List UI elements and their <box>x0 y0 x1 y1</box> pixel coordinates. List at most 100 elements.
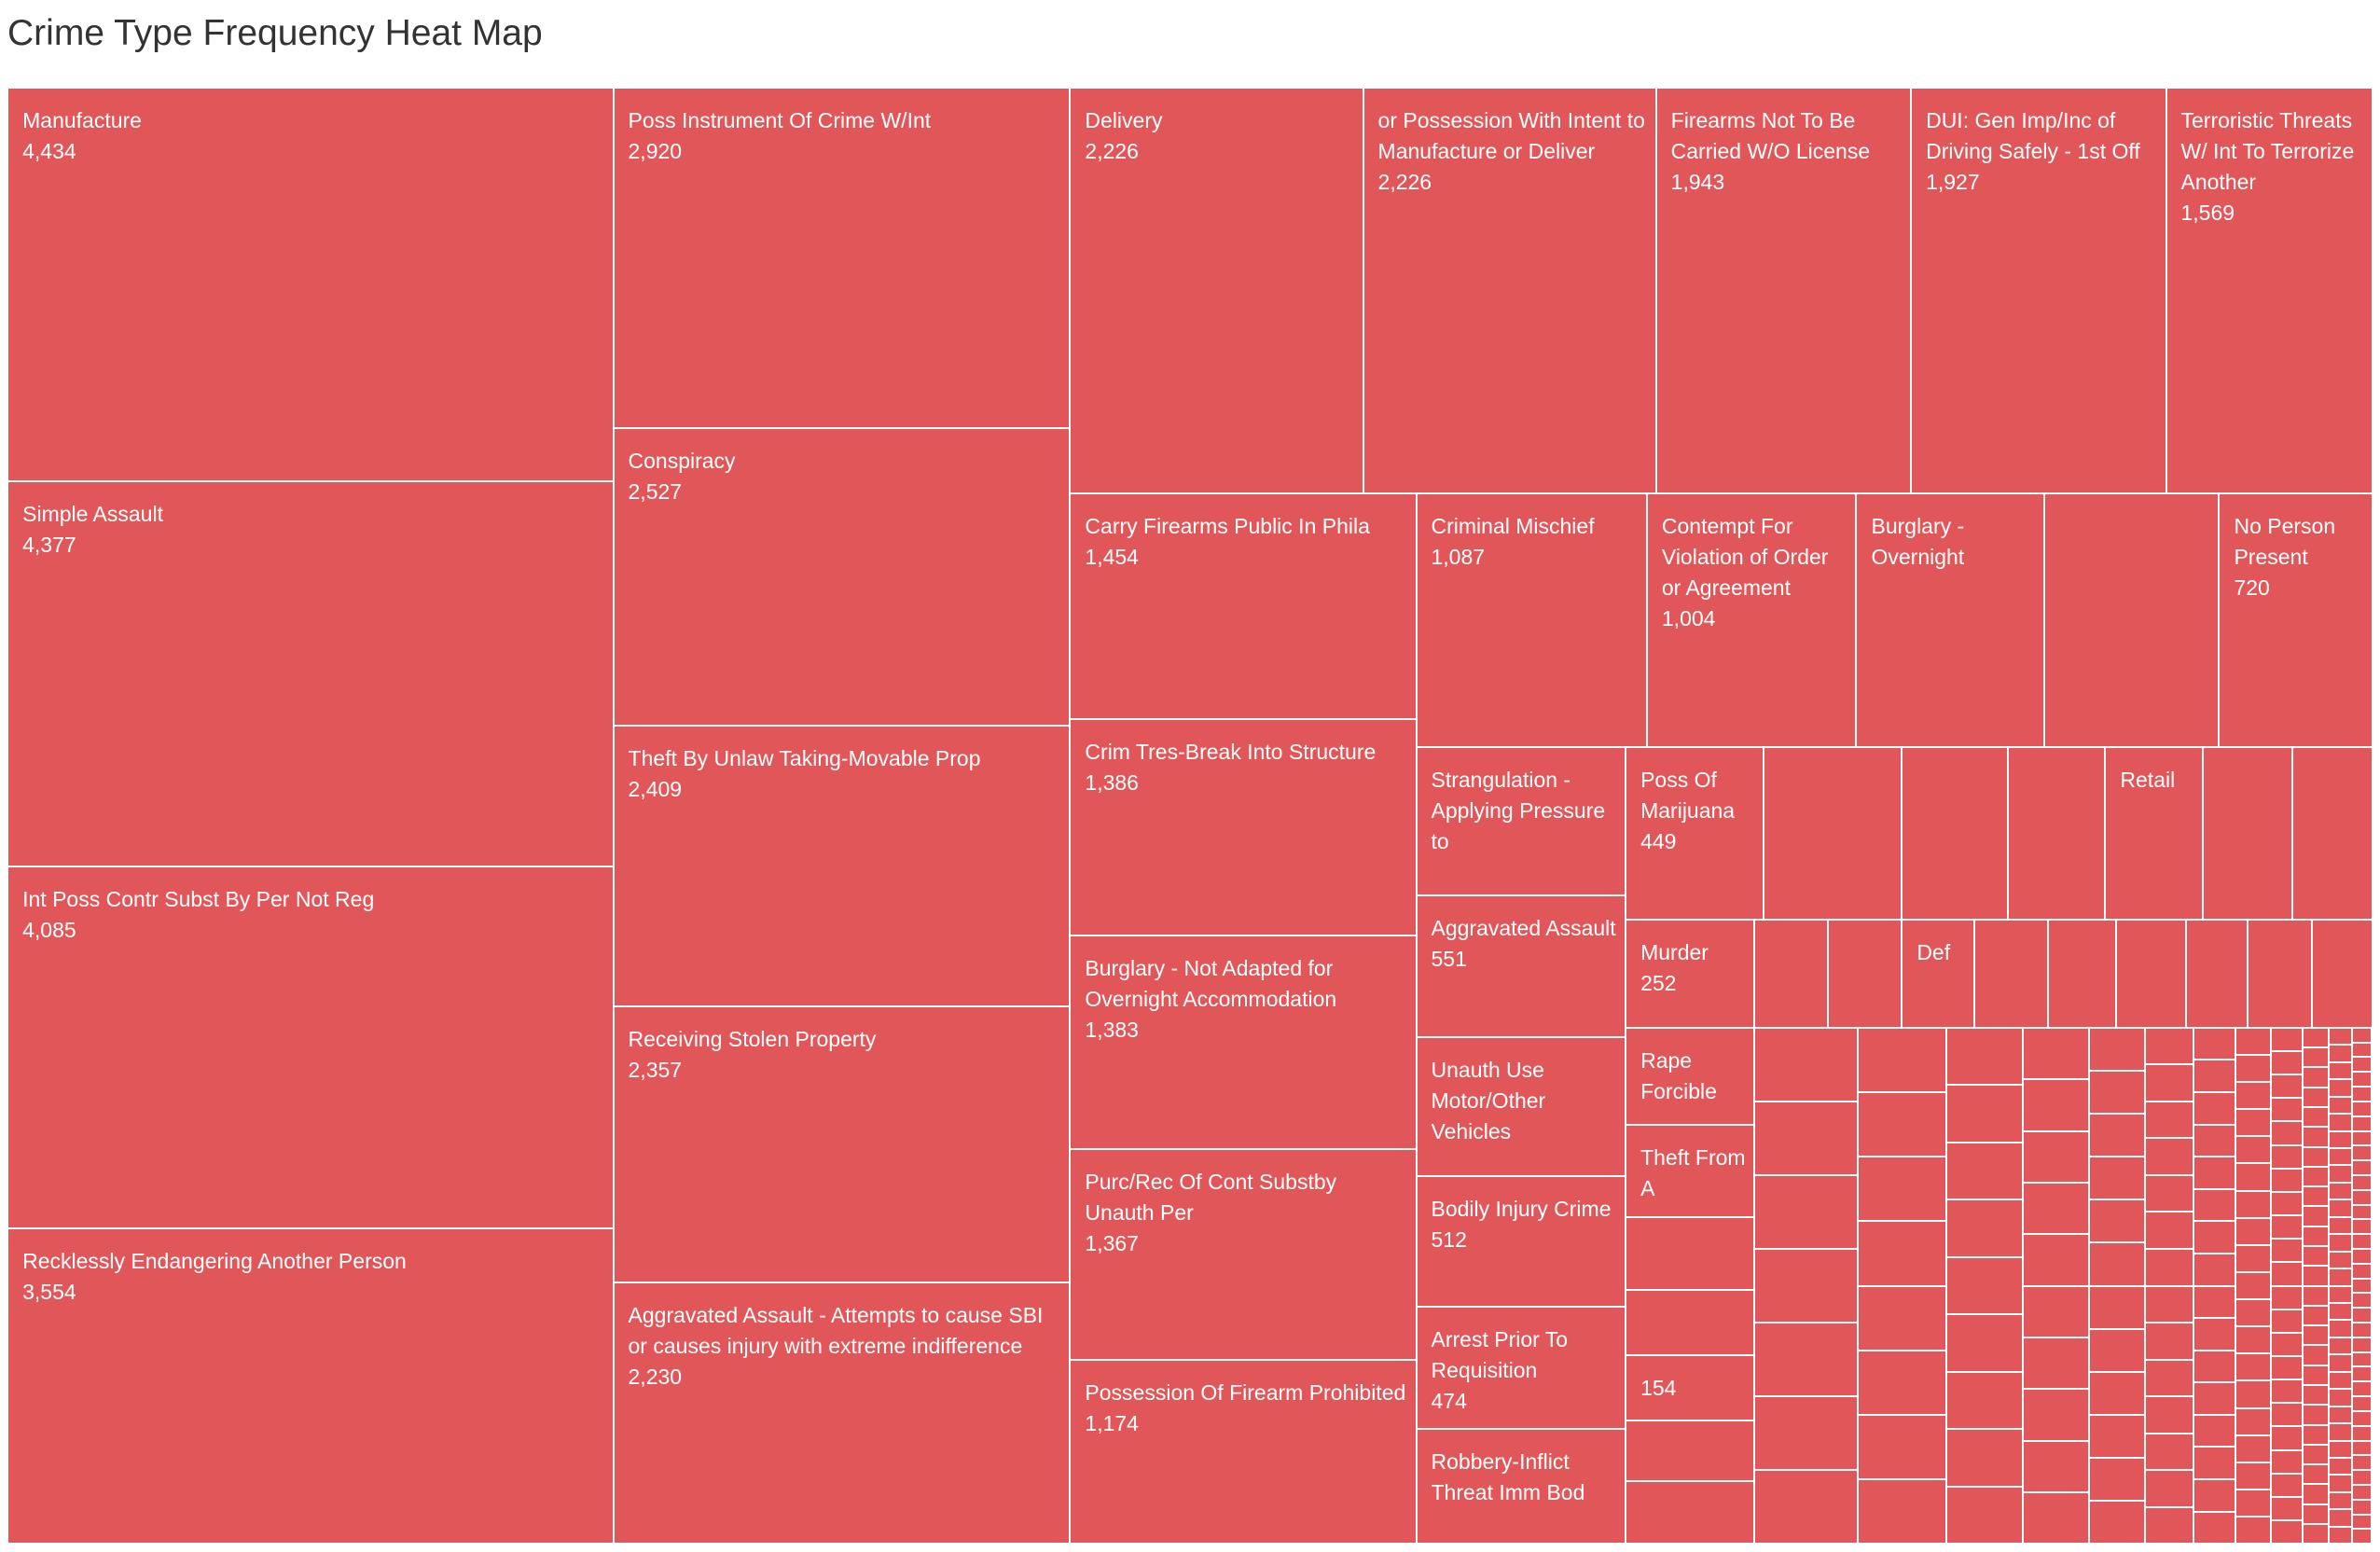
treemap-cell-small[interactable] <box>2371 1171 2373 1180</box>
treemap-cell-small[interactable] <box>2351 1249 2372 1264</box>
treemap-cell-small[interactable] <box>2088 1457 2146 1502</box>
treemap-cell-small[interactable] <box>2329 1491 2352 1510</box>
treemap-cell[interactable] <box>2047 920 2116 1028</box>
treemap-cell[interactable]: DUI: Gen Imp/Inc of Driving Safely - 1st… <box>1911 88 2166 493</box>
treemap-cell-small[interactable] <box>2235 1109 2272 1137</box>
treemap-cell[interactable]: Aggravated Assault 551 <box>1416 895 1626 1037</box>
treemap-cell-small[interactable] <box>2351 1396 2372 1411</box>
treemap-cell-small[interactable] <box>2193 1253 2235 1286</box>
treemap-cell-small[interactable] <box>2302 1523 2330 1545</box>
treemap-cell-small[interactable] <box>2371 1103 2373 1112</box>
treemap-cell-small[interactable] <box>2371 1254 2373 1264</box>
treemap-cell-small[interactable] <box>2351 1514 2372 1530</box>
treemap-cell-small[interactable] <box>2271 1051 2303 1075</box>
treemap-cell[interactable]: Murder 252 <box>1626 920 1755 1028</box>
treemap-cell-small[interactable] <box>1946 1256 2024 1315</box>
treemap-cell-small[interactable] <box>2302 1027 2330 1048</box>
treemap-cell-small[interactable] <box>2329 1389 2352 1406</box>
treemap-cell-small[interactable] <box>2371 1536 2373 1545</box>
treemap-cell-small[interactable] <box>1858 1479 1947 1545</box>
treemap-cell[interactable]: Contempt For Violation of Order or Agree… <box>1646 492 1857 747</box>
treemap-cell-small[interactable] <box>2371 1043 2373 1051</box>
treemap-cell-small[interactable] <box>2371 1232 2373 1240</box>
treemap-cell-small[interactable] <box>2351 1529 2372 1545</box>
treemap-cell[interactable]: Purc/Rec Of Cont Substby Unauth Per 1,367 <box>1070 1149 1417 1361</box>
treemap-cell-small[interactable] <box>2145 1101 2194 1139</box>
treemap-cell-small[interactable] <box>2351 1351 2372 1367</box>
treemap-cell-small[interactable] <box>2371 1073 2373 1081</box>
treemap-cell-small[interactable] <box>2235 1163 2272 1191</box>
treemap-cell-small[interactable] <box>2351 1204 2372 1220</box>
treemap-cell-small[interactable] <box>2371 1194 2373 1202</box>
treemap-cell-small[interactable] <box>2023 1079 2089 1131</box>
treemap-cell-small[interactable] <box>2371 1149 2373 1157</box>
treemap-cell-small[interactable] <box>2271 1309 2303 1333</box>
treemap-cell-small[interactable] <box>2235 1326 2272 1354</box>
treemap-cell-small[interactable] <box>2302 1384 2330 1406</box>
treemap-cell-small[interactable] <box>2271 1403 2303 1427</box>
treemap-cell-small[interactable] <box>2371 1323 2373 1332</box>
treemap-cell-small[interactable] <box>1858 1414 1947 1480</box>
treemap-cell-small[interactable] <box>2302 1087 2330 1107</box>
treemap-cell-small[interactable] <box>2271 1332 2303 1356</box>
treemap-cell[interactable] <box>2044 492 2220 747</box>
treemap-cell-small[interactable] <box>2329 1234 2352 1252</box>
treemap-cell-small[interactable] <box>2371 1414 2373 1422</box>
treemap-cell-small[interactable] <box>2302 1345 2330 1365</box>
treemap-cell[interactable]: Poss Of Marijuana 449 <box>1626 746 1764 921</box>
treemap-cell-small[interactable] <box>2329 1199 2352 1217</box>
treemap-cell-small[interactable] <box>2371 1528 2373 1537</box>
treemap-cell-small[interactable] <box>2329 1216 2352 1235</box>
treemap-cell[interactable]: Firearms Not To Be Carried W/O License 1,… <box>1655 88 1912 493</box>
treemap-cell[interactable] <box>2185 920 2249 1028</box>
treemap-cell-small[interactable] <box>2371 1422 2373 1431</box>
treemap-cell-small[interactable] <box>2302 1047 2330 1068</box>
treemap-cell-small[interactable] <box>2371 1111 2373 1119</box>
treemap-cell-small[interactable] <box>2371 1490 2373 1499</box>
treemap-cell-small[interactable] <box>1946 1085 2024 1143</box>
treemap-cell[interactable] <box>1626 1420 1755 1482</box>
treemap-cell-small[interactable] <box>2371 1285 2373 1294</box>
treemap-cell[interactable] <box>2248 920 2312 1028</box>
treemap-cell-small[interactable] <box>2193 1221 2235 1254</box>
treemap-cell-small[interactable] <box>2302 1186 2330 1207</box>
treemap-cell-small[interactable] <box>2351 1027 2372 1043</box>
treemap-cell-small[interactable] <box>1946 1142 2024 1200</box>
treemap-cell-small[interactable] <box>2088 1414 2146 1458</box>
treemap-cell[interactable] <box>1827 920 1903 1028</box>
treemap-cell[interactable]: Unauth Use Motor/Other Vehicles <box>1416 1036 1626 1177</box>
treemap-cell-small[interactable] <box>2351 1337 2372 1352</box>
treemap-cell-small[interactable] <box>2145 1433 2194 1471</box>
treemap-cell-small[interactable] <box>2302 1424 2330 1445</box>
treemap-cell-small[interactable] <box>2235 1190 2272 1218</box>
treemap-cell[interactable]: Burglary - Overnight <box>1856 492 2045 747</box>
treemap-cell-small[interactable] <box>1754 1101 1859 1175</box>
treemap-cell-small[interactable] <box>2371 1270 2373 1279</box>
treemap-cell-small[interactable] <box>2371 1513 2373 1521</box>
treemap-cell-small[interactable] <box>1754 1470 1859 1545</box>
treemap-cell-small[interactable] <box>2329 1406 2352 1424</box>
treemap-cell-small[interactable] <box>2145 1506 2194 1545</box>
treemap-cell-small[interactable] <box>2329 1337 2352 1355</box>
treemap-cell-small[interactable] <box>1858 1350 1947 1415</box>
treemap-cell[interactable] <box>2202 746 2292 921</box>
treemap-cell-small[interactable] <box>2329 1096 2352 1115</box>
treemap-cell-small[interactable] <box>2235 1271 2272 1300</box>
treemap-cell-small[interactable] <box>2023 1182 2089 1235</box>
treemap-cell-small[interactable] <box>2351 1042 2372 1058</box>
treemap-cell-small[interactable] <box>2088 1371 2146 1415</box>
treemap-cell-small[interactable] <box>2351 1072 2372 1088</box>
treemap-cell-small[interactable] <box>2271 1285 2303 1310</box>
treemap-cell-small[interactable] <box>2302 1365 2330 1385</box>
treemap-cell-small[interactable] <box>2371 1308 2373 1317</box>
treemap-cell-small[interactable] <box>2371 1520 2373 1529</box>
treemap-cell-small[interactable] <box>2371 1247 2373 1255</box>
treemap-cell-small[interactable] <box>2371 1445 2373 1453</box>
treemap-cell-small[interactable] <box>2371 1186 2373 1195</box>
treemap-cell-small[interactable] <box>2351 1308 2372 1323</box>
treemap-cell-small[interactable] <box>2302 1226 2330 1246</box>
treemap-cell[interactable]: No Person Present 720 <box>2219 492 2373 747</box>
treemap-cell-small[interactable] <box>2351 1101 2372 1116</box>
treemap-cell-small[interactable] <box>2235 1217 2272 1245</box>
treemap-cell-small[interactable] <box>2351 1484 2372 1500</box>
